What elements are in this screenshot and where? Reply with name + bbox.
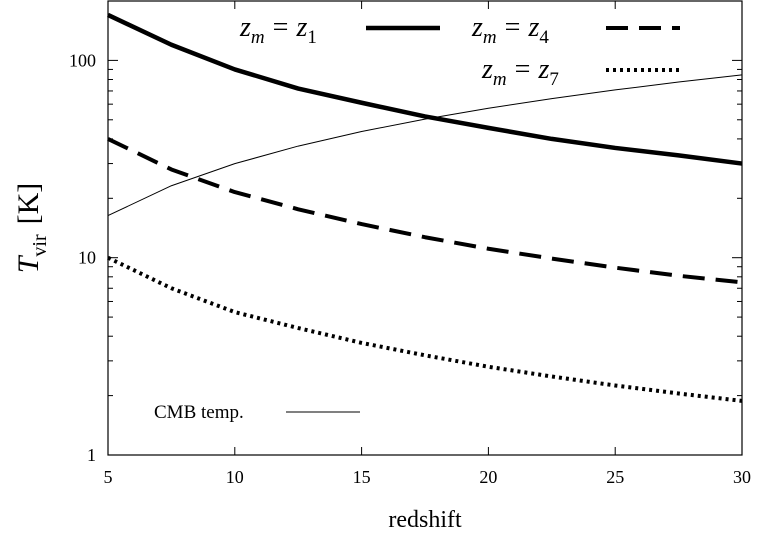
series-lines bbox=[107, 12, 743, 403]
legend-z4-main-sub: m bbox=[483, 27, 497, 48]
y-axis-title: Tvir [K] bbox=[12, 183, 51, 274]
svg-text:zm=z7: zm = z7 bbox=[481, 54, 559, 90]
legend-z4-rhs-sub: 4 bbox=[539, 27, 549, 48]
legend-z1-eq: = bbox=[273, 12, 289, 43]
plot-frame bbox=[107, 0, 743, 456]
legend-z7-rhs-sub: 7 bbox=[549, 69, 559, 90]
series-line-0 bbox=[107, 12, 743, 166]
x-tick-label: 30 bbox=[733, 467, 751, 487]
axis-ticks bbox=[107, 0, 743, 456]
y-axis-unit: [K] bbox=[12, 183, 45, 225]
legend-z4-main: z bbox=[471, 12, 483, 43]
x-axis-title: redshift bbox=[388, 507, 462, 533]
legend-entry-z1: zm = z1 bbox=[239, 12, 440, 48]
legend-z4-rhs: z bbox=[527, 12, 539, 43]
legend-z1-rhs-sub: 1 bbox=[307, 27, 317, 48]
svg-text:zm=z4: zm = z4 bbox=[471, 12, 549, 48]
x-tick-label: 25 bbox=[606, 467, 624, 487]
legend-z1-main-sub: m bbox=[251, 27, 265, 48]
series-line-1 bbox=[107, 137, 743, 285]
x-tick-label: 10 bbox=[226, 467, 244, 487]
axis-tick-labels: 5 10 15 20 25 30 1 10 100 bbox=[69, 50, 751, 487]
y-axis-symbol: T bbox=[12, 254, 45, 273]
svg-text:Tvir[K]: Tvir [K] bbox=[12, 183, 51, 274]
y-tick-label: 1 bbox=[87, 445, 96, 465]
legend-z7-eq: = bbox=[515, 54, 531, 85]
x-tick-label: 5 bbox=[104, 467, 113, 487]
series-line-3 bbox=[107, 74, 743, 217]
legend-z7-main-sub: m bbox=[493, 69, 507, 90]
x-tick-label: 20 bbox=[479, 467, 497, 487]
legend-entry-z4: zm = z4 bbox=[471, 12, 680, 48]
legend: zm = z1 zm = z4 zm = z7 CMB temp. bbox=[154, 12, 680, 423]
svg-text:zm=z1: zm = z1 bbox=[239, 12, 317, 48]
legend-cmb-label: CMB temp. bbox=[154, 402, 244, 423]
legend-z7-rhs: z bbox=[537, 54, 549, 85]
legend-entry-cmb: CMB temp. bbox=[154, 402, 360, 423]
legend-z1-main: z bbox=[239, 12, 251, 43]
legend-z4-eq: = bbox=[505, 12, 521, 43]
y-axis-subscript: vir bbox=[29, 234, 51, 257]
x-tick-label: 15 bbox=[353, 467, 371, 487]
legend-entry-z7: zm = z7 bbox=[481, 54, 680, 90]
y-tick-label: 100 bbox=[69, 50, 96, 70]
y-tick-label: 10 bbox=[78, 248, 96, 268]
legend-z7-main: z bbox=[481, 54, 493, 85]
series-line-2 bbox=[107, 255, 743, 403]
legend-z1-rhs: z bbox=[295, 12, 307, 43]
